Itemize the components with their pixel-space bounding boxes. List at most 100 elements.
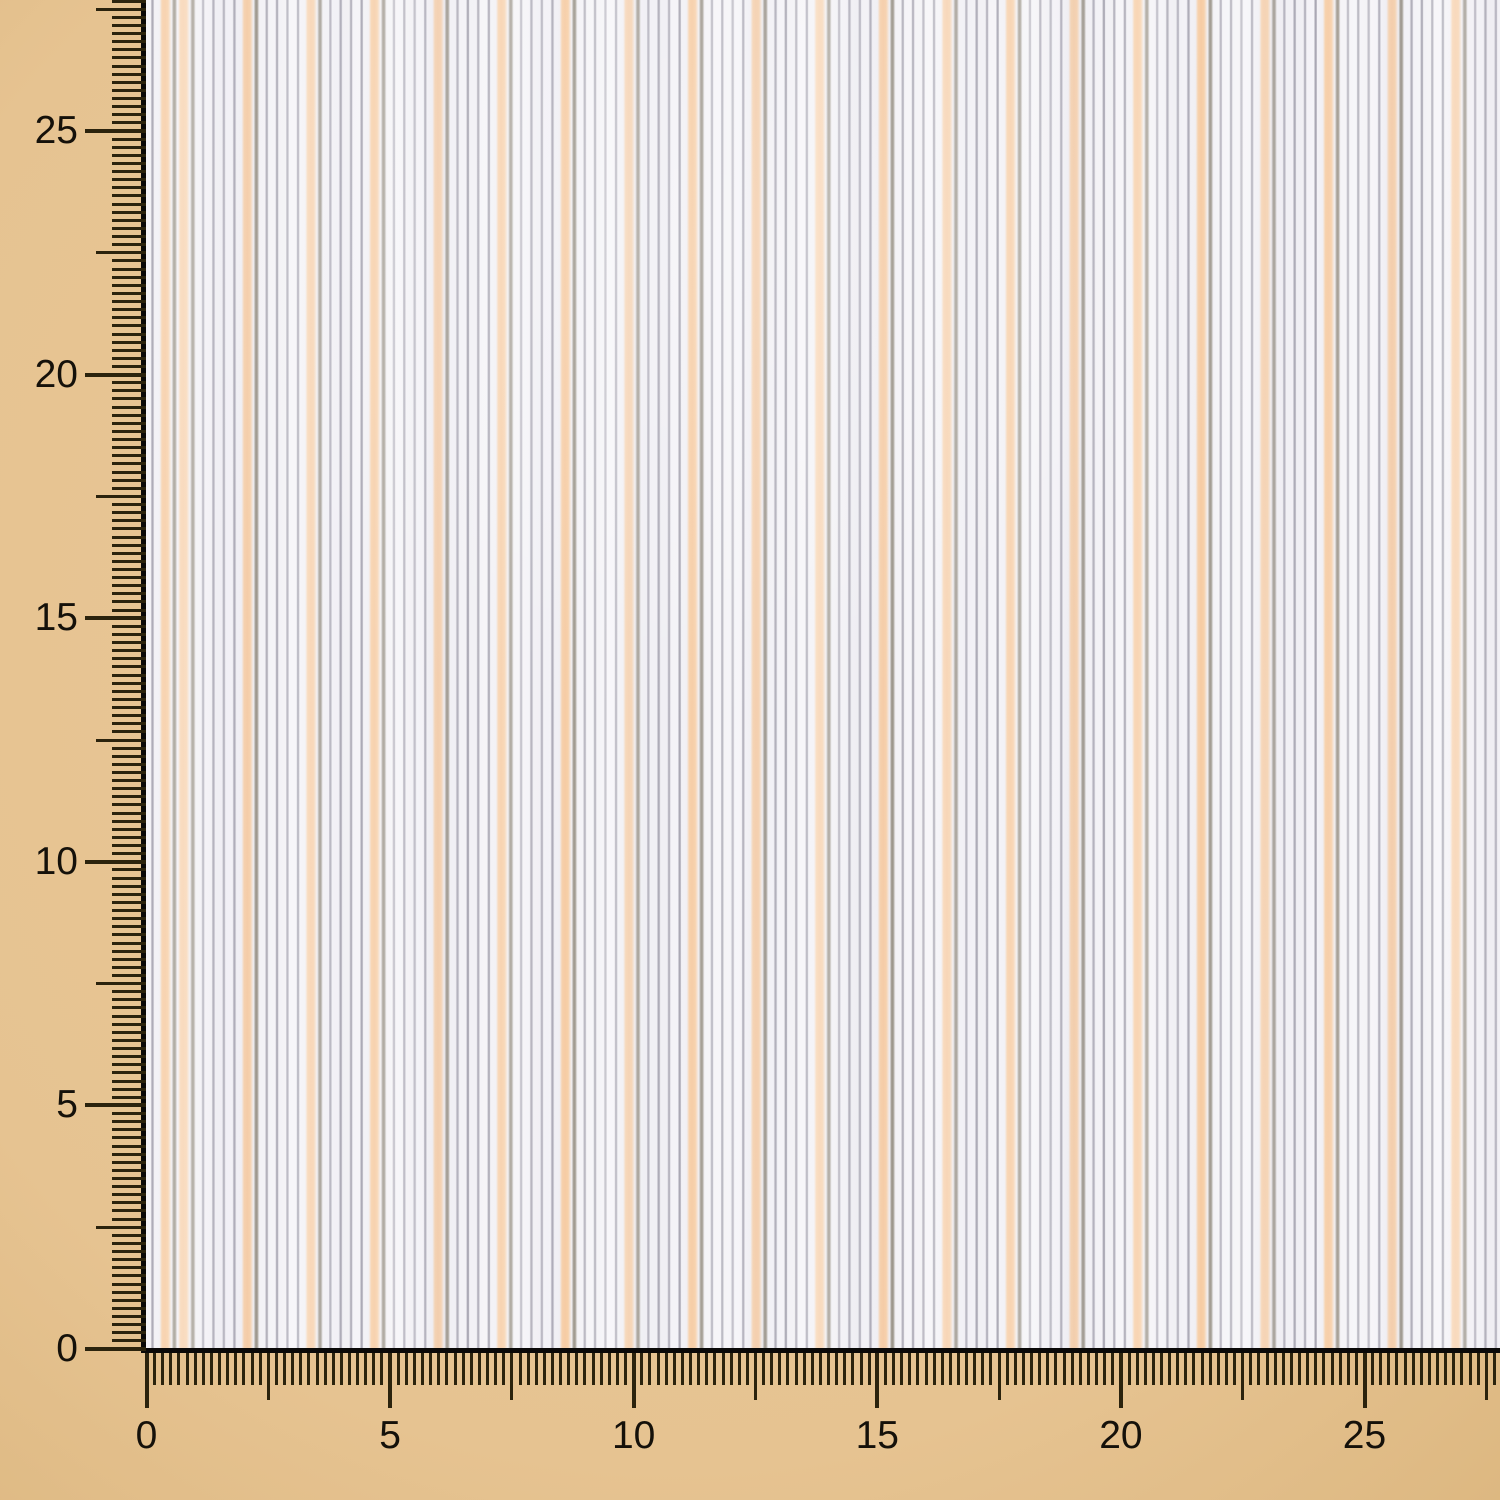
ruler-minor-tick (112, 1323, 146, 1327)
ruler-minor-tick (112, 543, 146, 547)
ruler-minor-tick (664, 1353, 668, 1385)
ruler-major-tick (388, 1353, 393, 1408)
ruler-minor-tick (112, 584, 146, 588)
ruler-major-tick (875, 1353, 880, 1408)
ruler-minor-tick (112, 340, 146, 344)
ruler-minor-tick (177, 1353, 181, 1385)
ruler-minor-tick (112, 567, 146, 571)
ruler-minor-tick (770, 1353, 774, 1385)
ruler-minor-tick (112, 235, 146, 239)
ruler-minor-tick (656, 1353, 660, 1385)
ruler-minor-tick (1281, 1353, 1285, 1385)
ruler-minor-tick (112, 40, 146, 44)
ruler-minor-tick (818, 1353, 822, 1385)
ruler-minor-tick (112, 714, 146, 718)
ruler-minor-tick (1492, 1353, 1496, 1385)
ruler-mid-tick (1241, 1353, 1245, 1400)
ruler-minor-tick (112, 1063, 146, 1067)
ruler-minor-tick (112, 1258, 146, 1262)
ruler-minor-tick (112, 770, 146, 774)
ruler-minor-tick (778, 1353, 782, 1385)
ruler-minor-tick (112, 941, 146, 945)
ruler-minor-tick (786, 1353, 790, 1385)
ruler-minor-tick (559, 1353, 563, 1385)
ruler-minor-tick (112, 600, 146, 604)
ruler-minor-tick (1078, 1353, 1082, 1385)
ruler-minor-tick (112, 551, 146, 555)
ruler-minor-tick (445, 1353, 449, 1385)
ruler-minor-tick (713, 1353, 717, 1385)
ruler-minor-tick (112, 925, 146, 929)
ruler-minor-tick (112, 649, 146, 653)
vertical-ruler-label: 20 (34, 352, 78, 396)
ruler-minor-tick (1330, 1353, 1334, 1385)
ruler-minor-tick (112, 153, 146, 157)
ruler-minor-tick (112, 186, 146, 190)
ruler-minor-tick (1216, 1353, 1220, 1385)
ruler-minor-tick (112, 1241, 146, 1245)
ruler-minor-tick (892, 1353, 896, 1385)
ruler-minor-tick (112, 957, 146, 961)
ruler-mid-tick (96, 1225, 146, 1229)
ruler-minor-tick (1395, 1353, 1399, 1385)
ruler-minor-tick (112, 397, 146, 401)
ruler-minor-tick (112, 657, 146, 661)
ruler-minor-tick (1184, 1353, 1188, 1385)
ruler-minor-tick (705, 1353, 709, 1385)
ruler-minor-tick (112, 1030, 146, 1034)
horizontal-ruler-label: 15 (855, 1414, 899, 1457)
ruler-minor-tick (112, 1250, 146, 1254)
ruler-minor-tick (494, 1353, 498, 1385)
ruler-minor-tick (112, 226, 146, 230)
ruler-minor-tick (112, 389, 146, 393)
ruler-minor-tick (461, 1353, 465, 1385)
ruler-minor-tick (112, 917, 146, 921)
ruler-minor-tick (916, 1353, 920, 1385)
ruler-minor-tick (250, 1353, 254, 1385)
ruler-minor-tick (112, 527, 146, 531)
ruler-minor-tick (112, 1168, 146, 1172)
ruler-major-tick (85, 1347, 146, 1351)
ruler-minor-tick (112, 933, 146, 937)
ruler-minor-tick (1298, 1353, 1302, 1385)
ruler-minor-tick (680, 1353, 684, 1385)
ruler-minor-tick (1070, 1353, 1074, 1385)
ruler-minor-tick (112, 1071, 146, 1075)
ruler-minor-tick (209, 1353, 213, 1385)
ruler-minor-tick (1249, 1353, 1253, 1385)
ruler-minor-tick (112, 795, 146, 799)
ruler-minor-tick (421, 1353, 425, 1385)
ruler-minor-tick (1143, 1353, 1147, 1385)
ruler-minor-tick (112, 746, 146, 750)
ruler-minor-tick (112, 413, 146, 417)
ruler-minor-tick (615, 1353, 619, 1385)
ruler-minor-tick (762, 1353, 766, 1385)
ruler-minor-tick (112, 15, 146, 19)
ruler-minor-tick (112, 503, 146, 507)
ruler-minor-tick (112, 900, 146, 904)
ruler-minor-tick (1208, 1353, 1212, 1385)
ruler-minor-tick (1021, 1353, 1025, 1385)
ruler-minor-tick (112, 868, 146, 872)
ruler-minor-tick (372, 1353, 376, 1385)
ruler-minor-tick (112, 1022, 146, 1026)
ruler-minor-tick (112, 576, 146, 580)
ruler-minor-tick (112, 32, 146, 36)
ruler-minor-tick (218, 1353, 222, 1385)
ruler-minor-tick (112, 356, 146, 360)
ruler-minor-tick (502, 1353, 506, 1385)
ruler-minor-tick (112, 803, 146, 807)
ruler-minor-tick (1419, 1353, 1423, 1385)
ruler-minor-tick (112, 1136, 146, 1140)
ruler-minor-tick (1427, 1353, 1431, 1385)
ruler-minor-tick (112, 210, 146, 214)
ruler-minor-tick (112, 1306, 146, 1310)
ruler-minor-tick (112, 1144, 146, 1148)
ruler-minor-tick (112, 1079, 146, 1083)
ruler-minor-tick (112, 1038, 146, 1042)
ruler-minor-tick (112, 779, 146, 783)
ruler-minor-tick (112, 973, 146, 977)
ruler-minor-tick (583, 1353, 587, 1385)
ruler-minor-tick (112, 1298, 146, 1302)
